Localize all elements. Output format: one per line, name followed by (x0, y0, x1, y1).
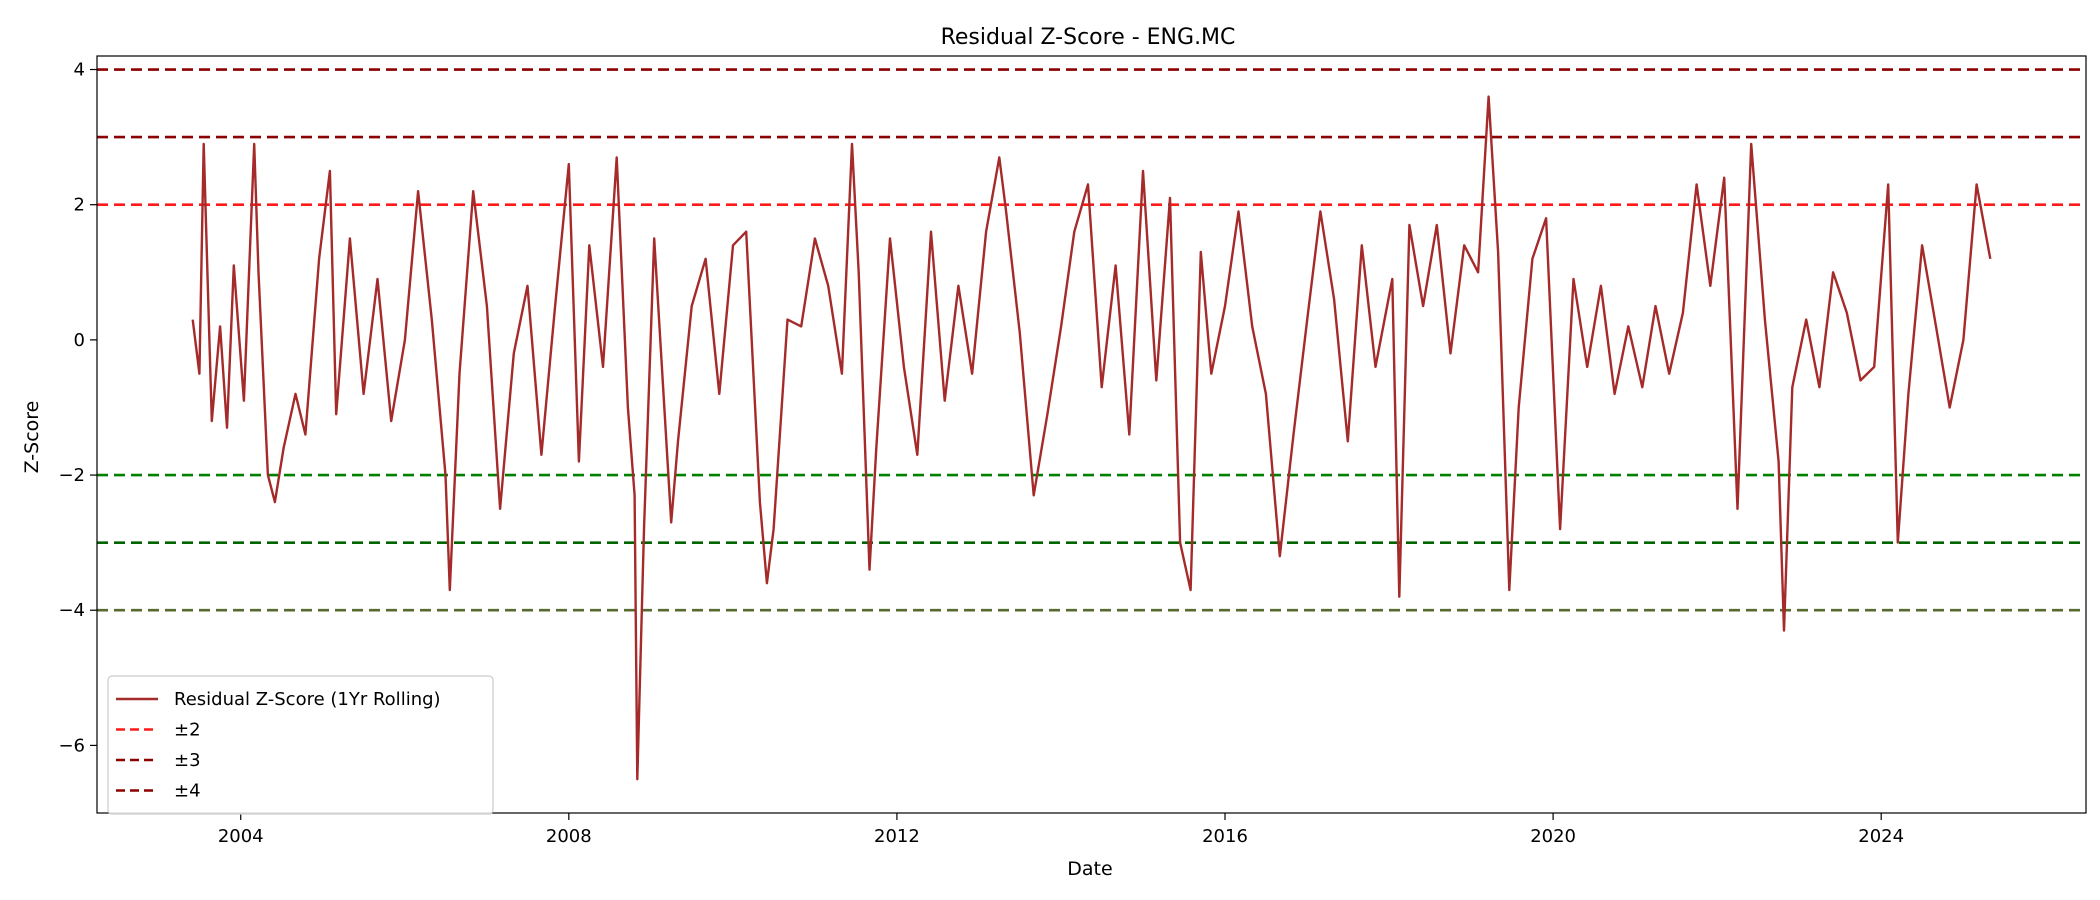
y-tick-label: 4 (74, 60, 85, 81)
x-axis: 2004 2008 2012 2016 2020 2024 (218, 813, 1904, 847)
x-tick-label: 2020 (1530, 826, 1576, 847)
legend: Residual Z-Score (1Yr Rolling) ±2 ±3 ±4 (107, 675, 494, 815)
chart-title: Residual Z-Score - ENG.MC (941, 25, 1236, 50)
y-tick-label: −4 (58, 600, 85, 621)
y-axis: −6 −4 −2 0 2 4 (58, 60, 97, 756)
plot-frame (96, 55, 2087, 814)
x-tick-label: 2004 (218, 826, 264, 847)
legend-label: Residual Z-Score (1Yr Rolling) (174, 689, 441, 710)
y-tick-label: 2 (74, 195, 85, 216)
x-tick-label: 2012 (874, 826, 920, 847)
legend-label: ±2 (174, 720, 201, 741)
x-tick-label: 2024 (1858, 826, 1904, 847)
y-tick-label: −6 (58, 735, 85, 756)
y-axis-label: Z-Score (21, 401, 43, 474)
legend-label: ±4 (174, 781, 201, 802)
x-tick-label: 2016 (1202, 826, 1248, 847)
series-line (191, 95, 1992, 781)
x-axis-label: Date (1067, 858, 1112, 880)
legend-box (107, 675, 494, 815)
y-tick-label: −2 (58, 465, 85, 486)
y-tick-label: 0 (74, 330, 85, 351)
x-tick-label: 2008 (546, 826, 592, 847)
plot-area (97, 68, 2086, 781)
legend-label: ±3 (174, 750, 201, 771)
